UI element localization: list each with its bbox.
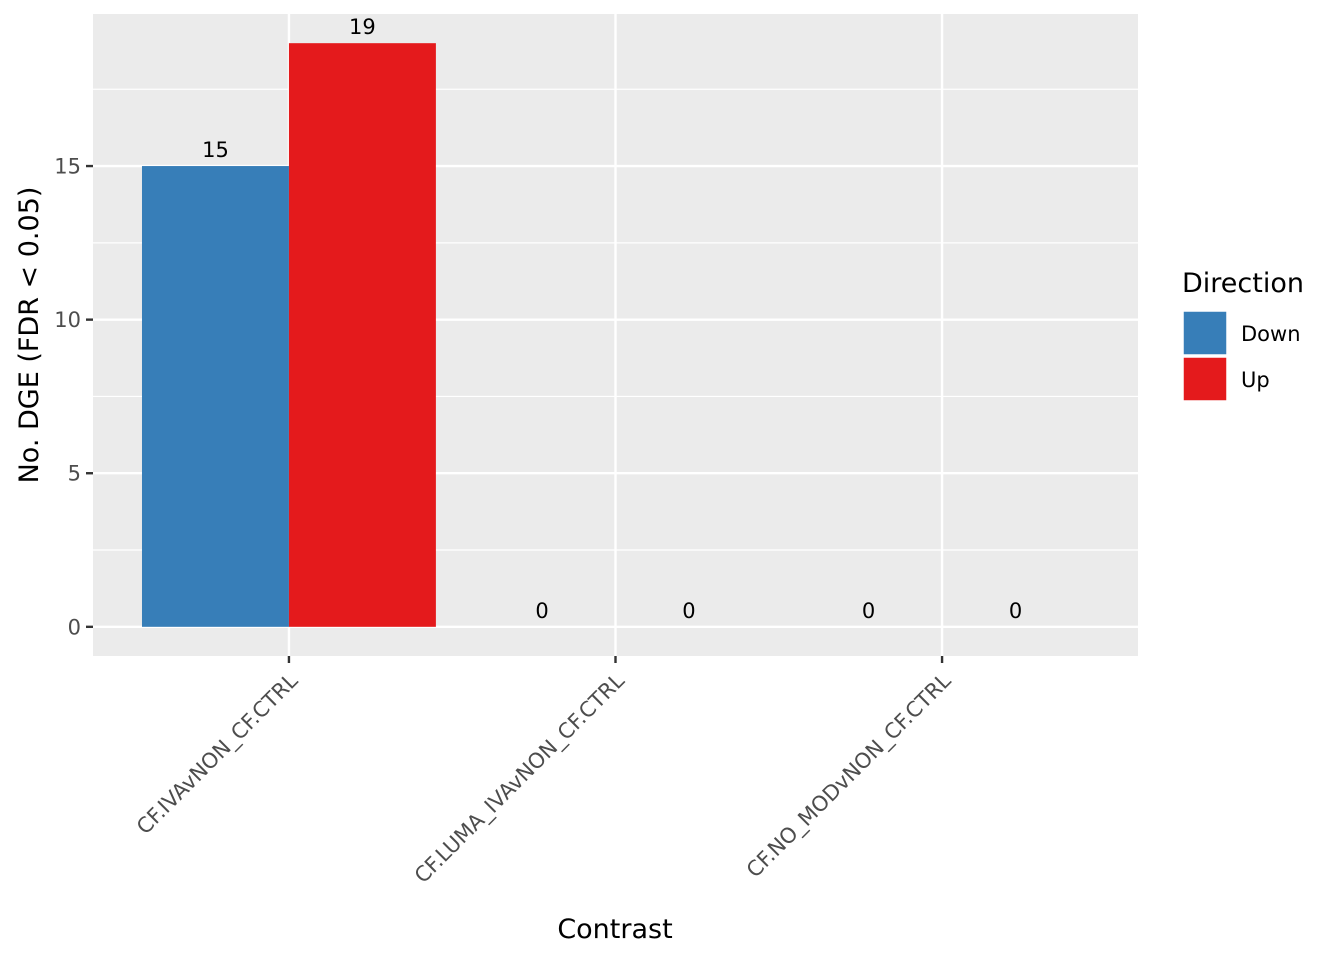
bar-value-label: 0 <box>535 599 548 623</box>
x-tick-label: CF.NO_MODvNON_CF.CTRL <box>742 668 957 883</box>
legend-key-up <box>1182 356 1228 402</box>
bar-value-label: 0 <box>682 599 695 623</box>
legend-label-down: Down <box>1241 322 1301 346</box>
bar-value-label: 0 <box>862 599 875 623</box>
y-tick-label: 5 <box>68 462 81 486</box>
x-tick-label: CF.LUMA_IVAvNON_CF.CTRL <box>410 668 630 888</box>
y-tick-label: 0 <box>68 615 81 639</box>
bars-group <box>141 43 436 627</box>
legend: Direction Down Up <box>1182 268 1304 402</box>
legend-title: Direction <box>1182 268 1304 299</box>
bar-down <box>141 166 289 627</box>
y-axis-title: No. DGE (FDR < 0.05) <box>14 187 45 484</box>
y-axis: 0 5 10 15 <box>54 155 93 639</box>
legend-label-up: Up <box>1241 368 1270 392</box>
y-tick-label: 10 <box>54 308 81 332</box>
y-tick-label: 15 <box>54 155 81 179</box>
bar-up <box>288 43 436 627</box>
legend-key-down <box>1182 310 1228 356</box>
x-tick-label: CF.IVAvNON_CF.CTRL <box>132 668 303 839</box>
x-axis: CF.IVAvNON_CF.CTRL CF.LUMA_IVAvNON_CF.CTR… <box>132 656 957 889</box>
bar-value-label: 0 <box>1009 599 1022 623</box>
bar-labels-group: 15 19 0 0 0 0 <box>202 15 1022 623</box>
bar-value-label: 15 <box>202 138 229 162</box>
x-axis-title: Contrast <box>557 914 672 945</box>
bar-value-label: 19 <box>349 15 376 39</box>
